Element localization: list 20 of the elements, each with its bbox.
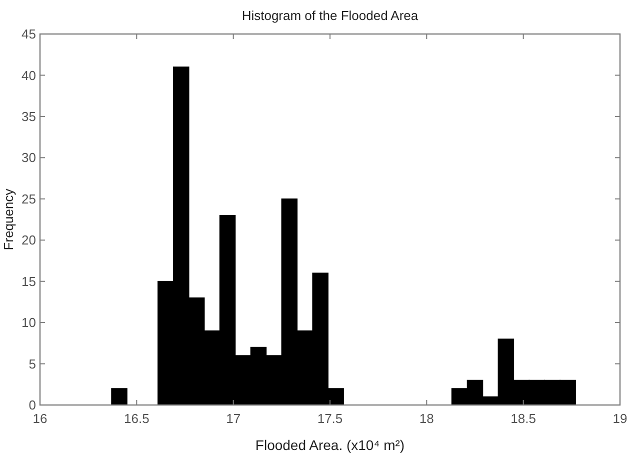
x-tick-label: 17.5 [317,411,343,426]
y-axis-title: Frequency [1,188,16,250]
y-tick-label: 5 [28,356,36,372]
y-tick-label: 25 [22,191,36,206]
y-tick-label: 35 [22,108,36,124]
y-tick-label: 45 [22,26,36,42]
y-tick-label: 40 [22,68,36,83]
y-tick-label: 0 [28,398,36,413]
x-axis-title: Flooded Area. (x10⁴ m²) [255,437,405,453]
x-tick-label: 16.5 [124,411,150,426]
y-tick-label: 20 [22,232,36,248]
y-tick-label: 10 [22,315,36,330]
x-tick-label: 18.5 [510,411,536,426]
x-tick-label: 18 [419,411,434,426]
x-tick-label: 19 [612,411,628,426]
y-tick-label: 30 [22,150,36,166]
x-tick-label: 17 [226,411,241,426]
x-tick-label: 16 [32,411,48,426]
y-tick-label: 15 [22,274,36,289]
chart-title: Histogram of the Flooded Area [242,8,419,23]
